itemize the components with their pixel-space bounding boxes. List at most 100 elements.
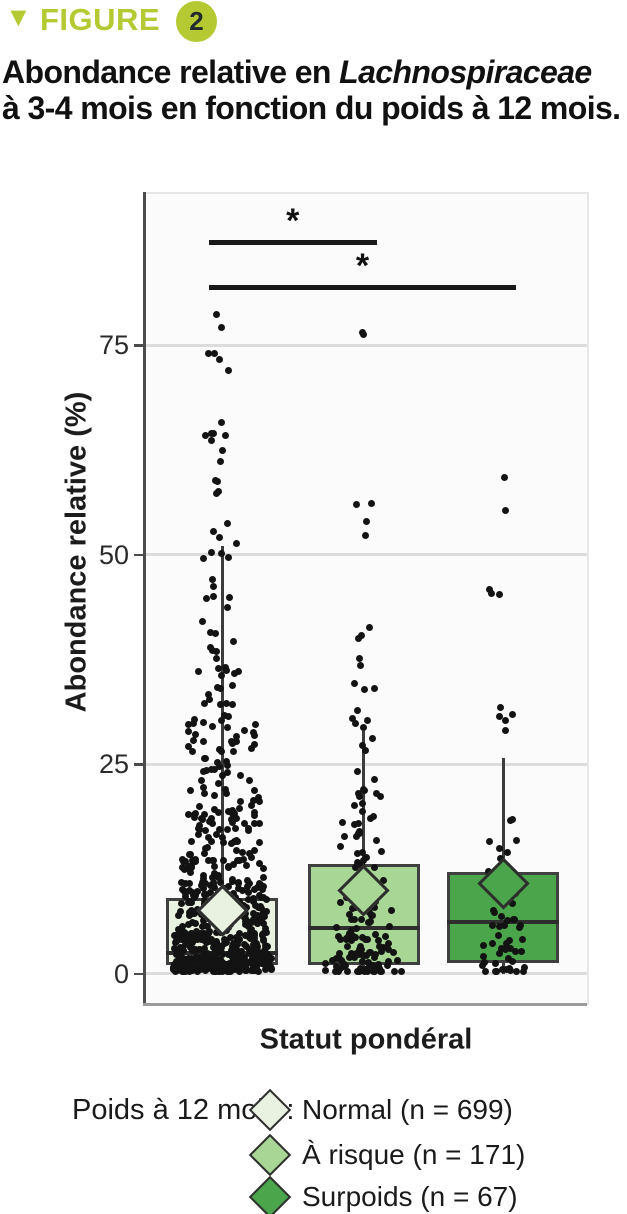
jitter-point [359,786,367,794]
jitter-point [235,804,243,812]
jitter-point [377,847,385,855]
jitter-point [513,968,521,976]
jitter-point [223,603,231,611]
jitter-point [198,932,206,940]
jitter-point [250,819,258,827]
legend-diamond-surpoids-icon [248,1175,292,1214]
jitter-point [388,907,396,915]
jitter-point [193,888,201,896]
significance-asterisk: * [355,247,370,286]
jitter-point [228,877,236,885]
jitter-point [219,950,227,958]
jitter-point [174,925,182,933]
significance-asterisk: * [286,202,300,241]
jitter-point [198,814,206,822]
jitter-point [208,575,216,583]
jitter-point [219,838,227,846]
jitter-point [174,967,182,975]
jitter-point [245,888,253,896]
jitter-point [363,517,371,525]
y-axis-tick-label: 50 [98,539,129,570]
jitter-point [245,922,253,930]
jitter-point [344,968,352,976]
jitter-point [216,701,224,709]
jitter-point [358,631,366,639]
jitter-point [369,813,377,821]
jitter-point [243,861,251,869]
jitter-point [336,843,344,851]
jitter-point [175,911,183,919]
jitter-point [177,908,185,916]
jitter-point [210,791,218,799]
jitter-point [199,936,207,944]
jitter-point [259,919,267,927]
jitter-point [505,955,513,963]
jitter-point [180,958,188,966]
jitter-point [369,735,377,743]
jitter-point [196,822,204,830]
y-axis-tick [134,553,145,557]
jitter-point [199,783,207,791]
jitter-point [191,810,199,818]
jitter-point [356,945,364,953]
jitter-point [240,819,248,827]
jitter-point [208,436,216,444]
figure-title-line2: à 3-4 mois en fonction du poids à 12 moi… [2,90,621,126]
jitter-point [181,857,189,865]
jitter-point [223,826,231,834]
jitter-point [505,937,513,945]
jitter-point [196,802,204,810]
figure-title: Abondance relative en Lachnospiraceae à … [2,54,626,126]
jitter-point [371,950,379,958]
jitter-point [370,967,378,975]
boxplot-upper-whisker [362,730,365,864]
jitter-point [262,928,270,936]
jitter-point [348,715,356,723]
jitter-point [335,950,343,958]
figure-title-line1: Abondance relative en Lachnospiraceae [2,54,592,90]
jitter-point [211,349,219,357]
jitter-point [255,798,263,806]
jitter-point [501,946,509,954]
jitter-point [216,762,224,770]
jitter-point [190,737,197,745]
jitter-point [227,738,235,746]
jitter-point [247,745,255,753]
jitter-point [246,945,254,953]
jitter-point [209,430,217,438]
jitter-point [487,589,495,597]
jitter-point [226,951,234,959]
jitter-point [184,920,192,928]
jitter-point [236,797,244,805]
x-axis-line [143,1003,587,1006]
jitter-point [335,933,343,941]
jitter-point [353,501,361,509]
jitter-point [200,944,208,952]
y-axis-tick [134,344,145,347]
jitter-point [225,554,233,562]
jitter-point [192,731,199,739]
jitter-point [207,766,215,774]
jitter-point [256,860,264,868]
jitter-point [225,713,233,721]
jitter-point [352,863,359,871]
jitter-point [204,965,212,973]
jitter-point [254,883,262,891]
jitter-point [231,824,239,832]
jitter-point [192,956,200,964]
jitter-point [261,945,269,953]
jitter-point [250,796,258,804]
jitter-point [234,964,242,972]
jitter-point [198,618,206,626]
jitter-point [198,776,206,784]
jitter-point [364,919,372,927]
jitter-point [253,911,261,919]
jitter-point [186,787,194,795]
jitter-point [242,918,250,926]
jitter-point [212,476,220,484]
jitter-point [258,916,266,924]
jitter-point [243,903,251,911]
jitter-point [259,864,267,872]
jitter-point [242,966,250,974]
jitter-point [188,918,196,926]
